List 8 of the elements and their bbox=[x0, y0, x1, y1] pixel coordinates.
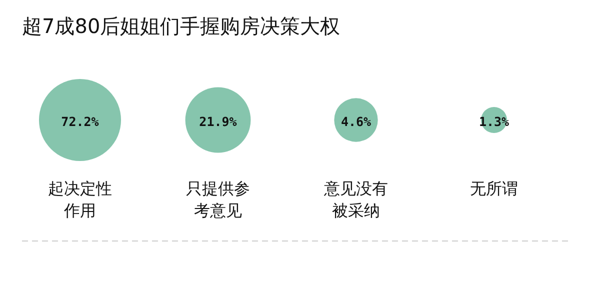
category-label: 意见没有被采纳 bbox=[323, 178, 389, 222]
category-label: 只提供参考意见 bbox=[185, 178, 251, 222]
data-label: 4.6% bbox=[340, 114, 372, 129]
data-label: 21.9% bbox=[199, 114, 238, 129]
category-label: 无所谓 bbox=[469, 178, 519, 200]
category-label: 起决定性作用 bbox=[47, 178, 113, 222]
text: 超7成80后姐姐们手握购房决策大权 bbox=[22, 14, 340, 38]
data-label: 72.2% bbox=[61, 114, 100, 129]
